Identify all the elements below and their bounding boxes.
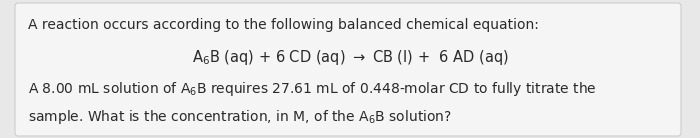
Text: A 8.00 mL solution of A$_6$B requires 27.61 mL of 0.448-molar CD to fully titrat: A 8.00 mL solution of A$_6$B requires 27… <box>28 80 597 98</box>
Text: A$_6$B (aq) + 6 CD (aq) $\rightarrow$ CB (l) +  6 AD (aq): A$_6$B (aq) + 6 CD (aq) $\rightarrow$ CB… <box>192 48 508 67</box>
Text: sample. What is the concentration, in M, of the A$_6$B solution?: sample. What is the concentration, in M,… <box>28 108 452 126</box>
FancyBboxPatch shape <box>15 3 681 136</box>
Text: A reaction occurs according to the following balanced chemical equation:: A reaction occurs according to the follo… <box>28 18 539 32</box>
